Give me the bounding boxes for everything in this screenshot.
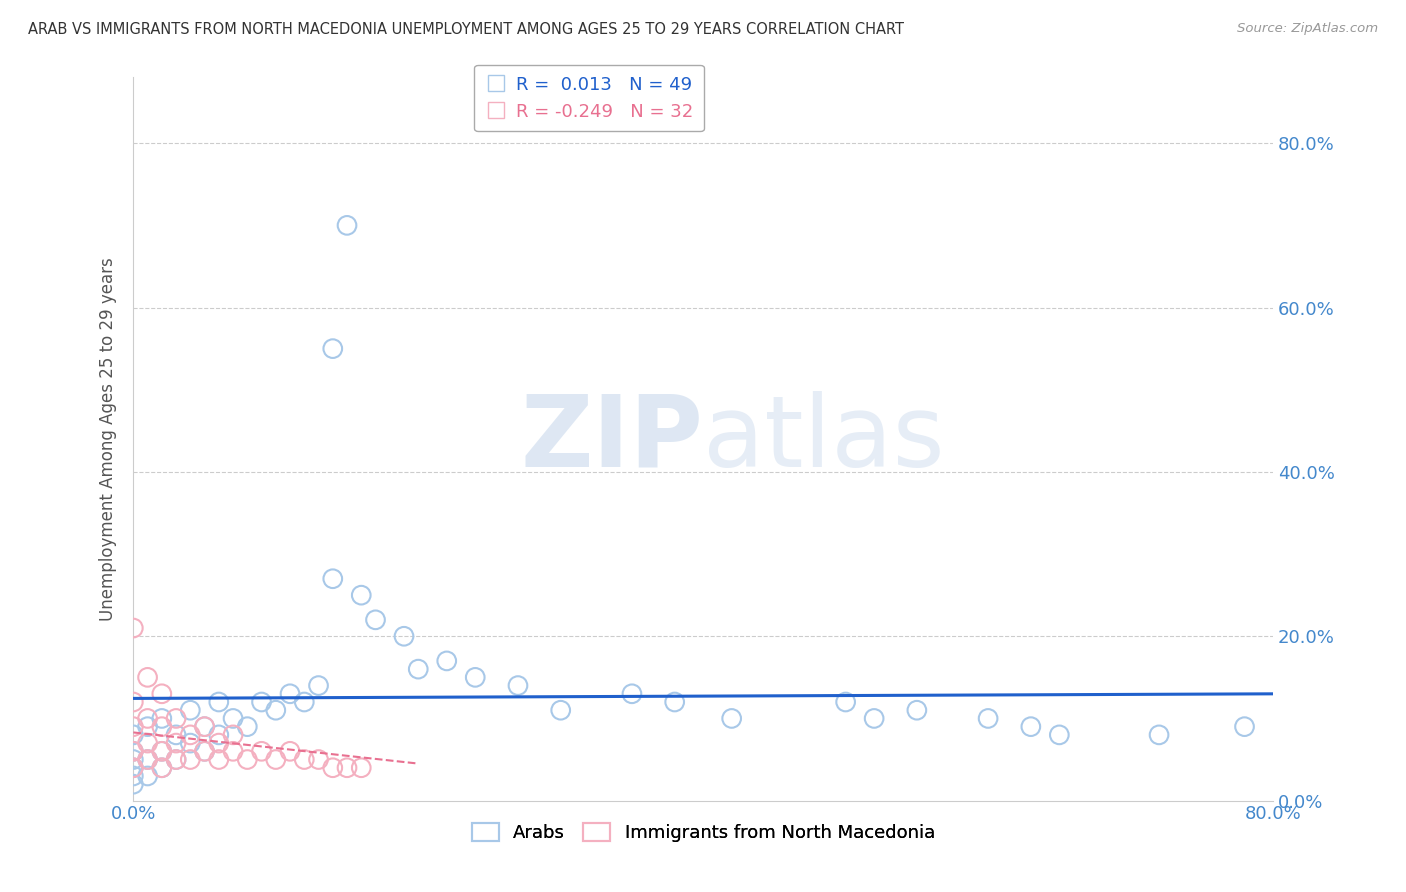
Point (122, 621, 145, 635)
Point (278, 687, 301, 701)
Point (322, 342, 344, 356)
Point (336, 219, 359, 233)
Point (292, 752, 315, 766)
Point (236, 720, 259, 734)
Point (150, 744, 173, 758)
Text: atlas: atlas (703, 391, 945, 488)
Point (350, 588, 373, 602)
Point (322, 572, 344, 586)
Point (122, 695, 145, 709)
Point (165, 711, 187, 725)
Point (208, 736, 231, 750)
Point (150, 711, 173, 725)
Point (1233, 720, 1256, 734)
Text: ARAB VS IMMIGRANTS FROM NORTH MACEDONIA UNEMPLOYMENT AMONG AGES 25 TO 29 YEARS C: ARAB VS IMMIGRANTS FROM NORTH MACEDONIA … (28, 22, 904, 37)
Point (179, 703, 201, 717)
Point (122, 761, 145, 775)
Point (122, 744, 145, 758)
Point (720, 711, 742, 725)
Point (136, 769, 159, 783)
Point (165, 752, 187, 766)
Point (136, 752, 159, 766)
Point (236, 752, 259, 766)
Point (136, 736, 159, 750)
Point (136, 711, 159, 725)
Point (165, 728, 187, 742)
Point (1147, 728, 1170, 742)
Point (308, 752, 330, 766)
Point (122, 728, 145, 742)
Point (150, 761, 173, 775)
Point (464, 670, 486, 684)
Point (1047, 728, 1070, 742)
Point (208, 695, 231, 709)
Point (250, 744, 273, 758)
Text: Source: ZipAtlas.com: Source: ZipAtlas.com (1237, 22, 1378, 36)
Point (506, 679, 529, 693)
Point (1019, 720, 1042, 734)
Point (122, 777, 145, 791)
Point (336, 761, 359, 775)
Point (193, 720, 215, 734)
Point (308, 679, 330, 693)
Point (122, 761, 145, 775)
Point (350, 761, 373, 775)
Point (264, 703, 287, 717)
Point (222, 728, 245, 742)
Point (150, 761, 173, 775)
Point (150, 720, 173, 734)
Point (863, 711, 886, 725)
Point (292, 695, 315, 709)
Point (136, 752, 159, 766)
Point (322, 761, 344, 775)
Legend: Arabs, Immigrants from North Macedonia: Arabs, Immigrants from North Macedonia (464, 815, 942, 849)
Point (193, 720, 215, 734)
Point (122, 769, 145, 783)
Point (165, 736, 187, 750)
Y-axis label: Unemployment Among Ages 25 to 29 years: Unemployment Among Ages 25 to 29 years (100, 257, 117, 621)
Point (208, 728, 231, 742)
Point (193, 744, 215, 758)
Point (150, 744, 173, 758)
Point (392, 629, 415, 643)
Point (620, 687, 643, 701)
Point (905, 703, 928, 717)
Point (122, 752, 145, 766)
Point (664, 695, 686, 709)
Point (179, 736, 201, 750)
Point (264, 752, 287, 766)
Point (977, 711, 1000, 725)
Point (193, 744, 215, 758)
Point (278, 744, 301, 758)
Point (222, 744, 245, 758)
Point (208, 752, 231, 766)
Point (179, 752, 201, 766)
Point (250, 695, 273, 709)
Point (364, 613, 387, 627)
Point (436, 654, 458, 668)
Point (179, 728, 201, 742)
Point (834, 695, 856, 709)
Point (150, 687, 173, 701)
Point (136, 720, 159, 734)
Text: ZIP: ZIP (520, 391, 703, 488)
Point (406, 662, 429, 676)
Point (136, 670, 159, 684)
Point (550, 703, 572, 717)
Point (122, 720, 145, 734)
Point (122, 744, 145, 758)
Point (222, 711, 245, 725)
Point (165, 752, 187, 766)
